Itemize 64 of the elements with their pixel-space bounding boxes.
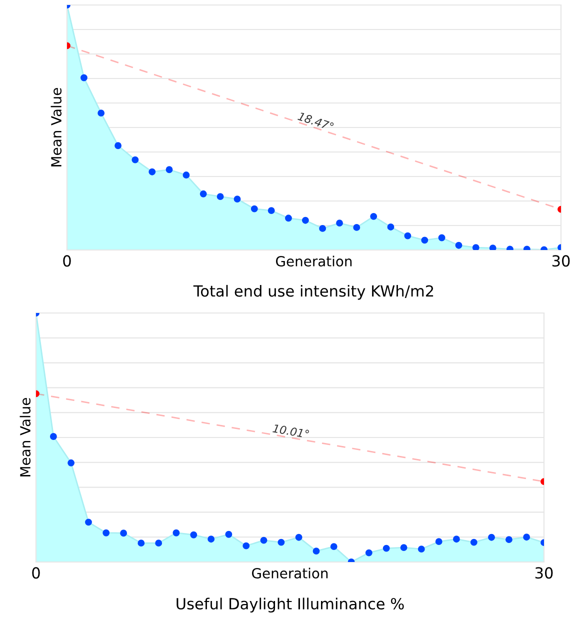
point (470, 538, 478, 546)
x-tick-label: 30 (535, 567, 553, 579)
point (400, 544, 408, 552)
point (312, 548, 320, 555)
point (155, 540, 162, 547)
point (319, 224, 326, 232)
point (190, 531, 198, 538)
annotation: 18.47° (297, 112, 334, 131)
point (200, 190, 207, 198)
point (225, 530, 232, 538)
point (138, 540, 145, 547)
point (260, 536, 268, 544)
point (353, 224, 360, 231)
y-axis-title: Mean Value (20, 398, 31, 476)
point (102, 529, 110, 536)
point (50, 433, 57, 440)
y-axis-title: Mean Value (50, 88, 62, 166)
point (68, 459, 75, 466)
point (132, 156, 139, 164)
point (268, 207, 275, 214)
x-tick-label: 30 (552, 255, 570, 267)
x-axis-title: Generation (252, 568, 328, 579)
point (182, 172, 190, 179)
x-axis-title: Generation (276, 256, 352, 267)
point (452, 536, 460, 543)
point (336, 220, 343, 227)
point (404, 232, 412, 240)
point (489, 244, 496, 250)
point (505, 536, 512, 544)
point (285, 214, 292, 222)
point (455, 242, 462, 249)
point (523, 534, 530, 541)
point (250, 205, 258, 212)
x-tick-label: 0 (63, 255, 71, 267)
point (418, 546, 425, 553)
point (302, 216, 309, 224)
point (387, 223, 394, 230)
point (365, 549, 372, 556)
point (330, 543, 338, 550)
point (98, 110, 105, 117)
point (278, 538, 285, 546)
point (242, 542, 250, 550)
point (370, 212, 378, 220)
point (216, 193, 224, 200)
point (85, 518, 92, 526)
point (234, 196, 241, 203)
point (172, 529, 180, 536)
point (488, 534, 495, 541)
point (382, 544, 390, 552)
point (295, 534, 302, 541)
point (208, 536, 215, 543)
point (438, 234, 446, 242)
text: Useful Daylight Illuminance % (176, 598, 404, 612)
text: Total end use intensity KWh/m2 (193, 284, 434, 300)
point (120, 530, 128, 537)
point (114, 142, 122, 150)
point (80, 74, 88, 82)
x-tick-label: 0 (32, 567, 40, 579)
point (166, 166, 173, 174)
point (421, 236, 428, 244)
point (472, 244, 480, 250)
point (148, 168, 156, 176)
point (435, 538, 442, 546)
annotation: 10.01° (272, 424, 310, 438)
